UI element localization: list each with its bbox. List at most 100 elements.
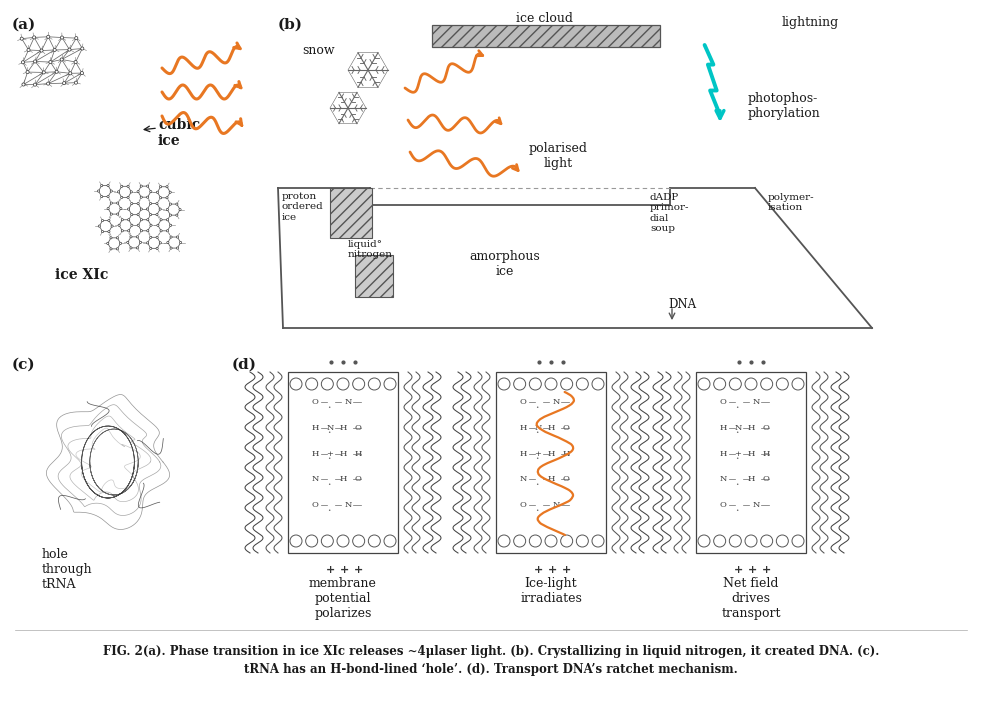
Circle shape [101,231,104,233]
Text: +: + [748,565,758,575]
Text: N: N [326,424,334,432]
Circle shape [98,225,100,227]
Circle shape [150,224,152,226]
Circle shape [131,202,133,204]
Circle shape [156,236,158,239]
Circle shape [136,190,139,192]
Circle shape [120,242,122,244]
Circle shape [61,36,64,39]
Text: H: H [355,449,361,458]
Text: amorphous
ice: amorphous ice [469,250,540,278]
Text: +: + [548,565,558,575]
Circle shape [22,61,25,64]
Circle shape [160,230,162,232]
Circle shape [107,207,109,209]
Text: O: O [355,476,361,484]
Bar [330,188,372,238]
Circle shape [140,219,142,221]
Bar [696,372,806,553]
Circle shape [170,236,172,238]
Circle shape [159,208,161,210]
Circle shape [107,185,109,187]
Circle shape [107,242,109,244]
Circle shape [42,71,45,74]
Circle shape [60,58,63,61]
Text: FIG. 2(a). Phase transition in ice XIc releases ~4μlaser light. (b). Crystallizi: FIG. 2(a). Phase transition in ice XIc r… [103,645,879,658]
Text: H: H [747,424,755,432]
Text: H: H [340,476,347,484]
Circle shape [121,185,123,187]
Text: H: H [747,476,755,484]
Text: snow: snow [302,44,335,57]
Circle shape [74,60,78,64]
Text: +: + [534,449,541,458]
Text: O: O [311,398,318,406]
Text: Ice-light
irradiates: Ice-light irradiates [520,577,582,605]
Circle shape [698,378,710,390]
Text: •: • [736,405,738,410]
Text: H: H [719,449,727,458]
Text: •: • [327,405,331,410]
Circle shape [576,378,588,390]
Circle shape [149,236,152,239]
Text: H: H [340,424,347,432]
Circle shape [156,191,158,193]
Text: H: H [311,449,319,458]
Text: H: H [519,424,526,432]
Circle shape [131,191,133,193]
Circle shape [170,247,172,249]
Circle shape [545,378,557,390]
Text: N: N [719,476,727,484]
Circle shape [514,535,525,547]
Text: O: O [563,476,570,484]
Text: (c): (c) [12,358,35,372]
Circle shape [101,219,104,222]
Circle shape [140,208,142,210]
Circle shape [107,195,109,197]
Circle shape [730,535,741,547]
Circle shape [514,378,525,390]
Text: •: • [736,456,738,461]
Circle shape [137,224,139,226]
Text: •: • [535,430,539,435]
Text: H: H [547,476,555,484]
Circle shape [149,247,152,249]
Circle shape [130,236,132,238]
Text: O: O [355,424,361,432]
Circle shape [55,70,58,73]
Circle shape [26,70,29,74]
Circle shape [353,535,364,547]
Circle shape [305,535,317,547]
Text: N: N [552,501,560,509]
Circle shape [27,48,30,52]
Text: •: • [327,508,331,513]
Circle shape [698,535,710,547]
Text: O: O [519,398,526,406]
Circle shape [75,36,78,40]
Circle shape [128,229,130,232]
Circle shape [353,378,364,390]
Circle shape [120,207,122,209]
Circle shape [146,229,149,232]
Text: lightning: lightning [782,16,840,29]
Circle shape [146,219,149,221]
Text: liquid°
nitrogen: liquid° nitrogen [348,240,393,259]
Circle shape [714,378,726,390]
Text: H: H [563,449,570,458]
Circle shape [166,209,168,211]
Bar [288,372,398,553]
Circle shape [127,241,129,244]
Circle shape [116,248,119,250]
Text: •: • [535,405,539,410]
Text: •: • [736,482,738,487]
Circle shape [118,224,120,226]
Text: H: H [747,449,755,458]
Circle shape [290,378,302,390]
Circle shape [33,60,36,63]
Circle shape [128,208,130,210]
Circle shape [166,219,169,221]
Circle shape [290,535,302,547]
Circle shape [156,202,158,204]
Text: O: O [720,501,727,509]
Circle shape [156,247,158,249]
